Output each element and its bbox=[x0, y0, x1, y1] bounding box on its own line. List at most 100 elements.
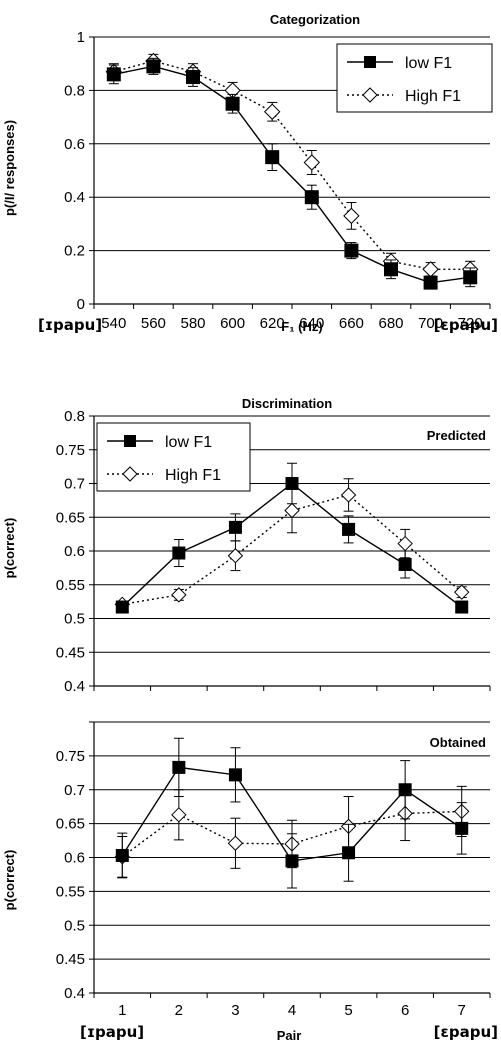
y-tick-label: 0.7 bbox=[64, 782, 85, 799]
high-f1-point bbox=[340, 487, 357, 503]
x-tick-label: 720 bbox=[458, 315, 483, 332]
y-tick-label: 0.8 bbox=[64, 408, 85, 425]
x-tick-label: 540 bbox=[101, 315, 126, 332]
low-f1-point bbox=[285, 477, 299, 490]
obtained-y-axis-label: p(correct) bbox=[2, 850, 17, 911]
legend-high-f1-label: High F1 bbox=[405, 88, 461, 105]
y-tick-label: 0.6 bbox=[64, 136, 85, 153]
high-f1-point bbox=[263, 103, 281, 120]
high-f1-point bbox=[171, 807, 187, 823]
low-f1-point bbox=[342, 522, 356, 536]
y-tick-label: 0.55 bbox=[56, 577, 85, 594]
low-f1-point bbox=[455, 600, 469, 614]
obtained-left-endpoint-label: [ɪpapu] bbox=[80, 1023, 144, 1041]
low-f1-point bbox=[265, 150, 280, 165]
obtained-x-axis-label: Pair bbox=[277, 1028, 302, 1043]
high-f1-point bbox=[284, 502, 300, 519]
x-tick-label: 640 bbox=[299, 315, 324, 332]
low-f1-point bbox=[146, 59, 161, 74]
y-tick-label: 0 bbox=[77, 296, 85, 313]
y-tick-label: 0.55 bbox=[56, 883, 85, 900]
x-tick-label: 560 bbox=[141, 315, 166, 332]
high-f1-line bbox=[113, 60, 471, 270]
low-f1-point bbox=[398, 783, 412, 797]
y-tick-label: 0.45 bbox=[56, 644, 85, 661]
x-tick-label: 620 bbox=[260, 315, 285, 332]
predicted-annotation: Predicted bbox=[427, 428, 486, 443]
y-tick-label: 0.2 bbox=[64, 243, 85, 260]
y-tick-label: 0.5 bbox=[64, 917, 85, 934]
y-tick-label: 0.75 bbox=[56, 442, 85, 459]
high-f1-point bbox=[227, 548, 244, 564]
legend-high-f1-label: High F1 bbox=[165, 467, 221, 484]
y-tick-label: 0.65 bbox=[56, 816, 85, 833]
x-tick-label: 680 bbox=[378, 315, 403, 332]
low-f1-point bbox=[106, 67, 121, 82]
obtained-discrimination-panel: 0.75 0.7 0.65 0.6 0.55 0.5 0.45 0.4 1 2 3 4 5 6 7 p(co… bbox=[2, 721, 498, 1043]
x-tick-label: 700 bbox=[418, 315, 443, 332]
categorization-x-axis-label: F₁ (Hz) bbox=[281, 319, 322, 334]
high-f1-point bbox=[397, 535, 413, 552]
categorization-left-endpoint-label: [ɪpapu] bbox=[38, 316, 102, 334]
low-f1-point bbox=[342, 846, 356, 860]
categorization-right-endpoint-label: [εpapu] bbox=[434, 316, 498, 334]
y-tick-label: 0.4 bbox=[64, 189, 85, 206]
low-f1-point bbox=[172, 760, 186, 774]
x-tick-label: 4 bbox=[288, 1002, 296, 1019]
categorization-legend-box bbox=[336, 43, 493, 113]
categorization-title: Categorization bbox=[270, 12, 360, 27]
discrimination-legend-box bbox=[96, 422, 251, 492]
x-tick-label: 1 bbox=[118, 1002, 126, 1019]
low-f1-point bbox=[398, 558, 412, 571]
low-f1-point bbox=[304, 190, 319, 205]
categorization-y-axis-label: p(/I/ responses) bbox=[2, 120, 17, 216]
low-f1-line bbox=[113, 65, 471, 284]
y-tick-label: 0.65 bbox=[56, 509, 85, 526]
y-tick-label: 0.6 bbox=[64, 543, 85, 560]
legend-low-f1-marker bbox=[364, 56, 376, 68]
low-f1-point bbox=[172, 546, 186, 560]
discrimination-legend: low F1 High F1 bbox=[96, 422, 251, 492]
high-f1-point bbox=[303, 154, 321, 171]
high-f1-point bbox=[422, 261, 439, 278]
legend-high-f1-marker bbox=[362, 87, 378, 103]
y-tick-label: 0.8 bbox=[64, 82, 85, 99]
y-tick-label: 0.5 bbox=[64, 611, 85, 628]
y-tick-label: 0.75 bbox=[56, 748, 85, 765]
discrimination-title: Discrimination bbox=[242, 396, 332, 411]
y-tick-label: 0.4 bbox=[64, 678, 85, 695]
low-f1-point bbox=[423, 275, 438, 290]
categorization-legend: low F1 High F1 bbox=[336, 43, 493, 113]
low-f1-point bbox=[455, 821, 469, 835]
obtained-right-endpoint-label: [εpapu] bbox=[434, 1023, 498, 1041]
y-tick-label: 0.4 bbox=[64, 985, 85, 1002]
y-tick-label: 1 bbox=[77, 29, 85, 46]
legend-low-f1-label: low F1 bbox=[405, 55, 452, 72]
y-tick-label: 0.6 bbox=[64, 850, 85, 867]
x-tick-label: 3 bbox=[231, 1002, 239, 1019]
high-f1-point bbox=[343, 207, 360, 225]
categorization-panel: Categorization 0 0.2 0.4 0.6 0.8 1 540 560 580 60… bbox=[2, 12, 498, 334]
legend-low-f1-label: low F1 bbox=[165, 434, 212, 451]
x-tick-label: 7 bbox=[458, 1002, 466, 1019]
high-f1-point bbox=[454, 584, 470, 600]
low-f1-point bbox=[384, 262, 398, 277]
y-tick-label: 0.7 bbox=[64, 476, 85, 493]
low-f1-point bbox=[463, 270, 478, 285]
x-tick-label: 2 bbox=[175, 1002, 183, 1019]
low-f1-point bbox=[115, 848, 129, 862]
low-f1-point bbox=[186, 70, 200, 85]
low-f1-point bbox=[285, 854, 299, 868]
x-tick-label: 6 bbox=[401, 1002, 409, 1019]
x-tick-label: 580 bbox=[180, 315, 205, 332]
legend-low-f1-marker bbox=[124, 435, 136, 447]
low-f1-point bbox=[228, 768, 242, 782]
low-f1-point bbox=[344, 243, 359, 258]
obtained-annotation: Obtained bbox=[430, 735, 486, 750]
legend-high-f1-marker bbox=[122, 466, 138, 482]
high-f1-point bbox=[171, 587, 187, 603]
predicted-discrimination-panel: Discrimination 0.8 0.75 0.7 0.65 0.6 0.55 0.5 0… bbox=[2, 396, 491, 695]
low-f1-point bbox=[228, 520, 242, 534]
high-f1-point bbox=[227, 835, 244, 851]
